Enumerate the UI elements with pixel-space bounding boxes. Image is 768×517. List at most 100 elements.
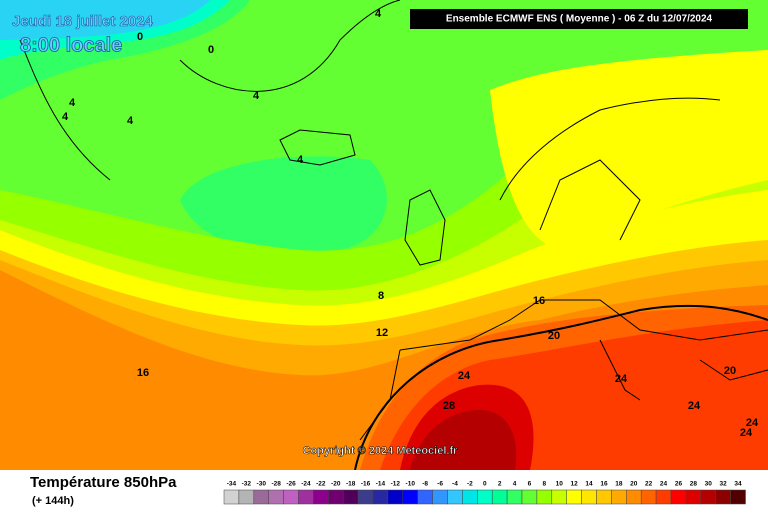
scale-label: -16 <box>361 481 371 488</box>
scale-swatch <box>491 489 508 505</box>
scale-swatch <box>357 489 374 505</box>
scale-swatch <box>536 489 553 505</box>
contour-label: 24 <box>615 373 628 385</box>
lead-time: (+ 144h) <box>32 495 74 507</box>
contour-label: 4 <box>253 90 260 102</box>
contour-label: 12 <box>376 327 388 339</box>
scale-swatch <box>238 489 255 505</box>
scale-swatch <box>521 489 538 505</box>
scale-swatch <box>700 489 716 505</box>
scale-swatch <box>417 489 433 505</box>
contour-label: 24 <box>688 400 701 412</box>
contour-label: 8 <box>378 290 384 302</box>
contour-label: 28 <box>443 400 455 412</box>
contour-label: 20 <box>724 365 736 377</box>
contour-label: 0 <box>137 31 143 43</box>
coastlines <box>19 0 768 441</box>
color-scale: -34 -32 -30 -28 -26 -24 -22 -20 -18 -16 -14 -12 -10-… <box>223 481 746 505</box>
scale-swatch <box>447 489 463 505</box>
scale-label: 10 <box>556 481 564 488</box>
scale-swatch <box>655 489 672 505</box>
scale-swatch <box>342 489 359 505</box>
scale-label: -34 <box>227 481 237 488</box>
contour-label: 16 <box>533 295 545 307</box>
scale-label: 22 <box>645 481 653 488</box>
scale-swatch <box>506 489 523 505</box>
scale-label: 16 <box>600 481 608 488</box>
scale-label: 30 <box>705 481 713 488</box>
scale-label: 34 <box>734 481 742 488</box>
scale-label: 24 <box>660 481 668 488</box>
contour-label: 16 <box>137 367 149 379</box>
scale-label: 6 <box>528 481 532 488</box>
scale-label: -14 <box>376 481 386 488</box>
scale-label: 26 <box>675 481 683 488</box>
scale-label: -18 <box>346 481 356 488</box>
scale-swatch <box>223 489 240 505</box>
scale-swatch <box>298 489 314 505</box>
footer-title: Température 850hPa <box>30 474 177 491</box>
scale-swatch <box>313 489 329 505</box>
scale-label: 2 <box>498 481 502 488</box>
scale-label: -6 <box>437 481 443 488</box>
scale-swatch <box>328 489 344 505</box>
scale-swatch <box>283 489 299 505</box>
contour-label: 24 <box>746 417 759 429</box>
copyright: Copyright © 2024 Meteociel.fr <box>303 445 459 457</box>
scale-label: 14 <box>585 481 593 488</box>
contour-label: 24 <box>458 370 471 382</box>
scale-label: -30 <box>257 481 267 488</box>
scale-label: -26 <box>286 481 296 488</box>
scale-swatch <box>372 489 389 505</box>
scale-swatch <box>432 489 448 505</box>
scale-swatch <box>402 489 418 505</box>
scale-label: 4 <box>513 481 517 488</box>
contour-label: 4 <box>127 115 134 127</box>
scale-swatch <box>596 489 612 505</box>
scale-label: -20 <box>331 481 341 488</box>
run-box <box>410 9 748 29</box>
scale-swatch <box>462 489 478 505</box>
scale-label: -12 <box>391 481 401 488</box>
scale-swatch <box>715 489 731 505</box>
scale-swatch <box>685 489 702 505</box>
scale-swatch <box>566 489 582 505</box>
scale-swatch <box>477 489 493 505</box>
scale-swatch <box>253 489 269 505</box>
scale-label: 0 <box>483 481 487 488</box>
scale-swatch <box>626 489 642 505</box>
scale-swatch <box>730 489 746 505</box>
contour-label: 4 <box>297 154 304 166</box>
scale-label: -22 <box>316 481 326 488</box>
contour-label: 4 <box>62 111 69 123</box>
scale-swatch <box>670 489 687 505</box>
scale-label: -10 <box>406 481 416 488</box>
scale-swatch <box>640 489 657 505</box>
scale-label: -32 <box>242 481 252 488</box>
contour-label: 0 <box>208 44 214 56</box>
scale-label: 28 <box>690 481 698 488</box>
scale-label: -2 <box>467 481 473 488</box>
scale-label: 12 <box>571 481 579 488</box>
contour-label: 4 <box>69 97 76 109</box>
scale-swatch <box>268 489 284 505</box>
scale-swatch <box>551 489 567 505</box>
run-info: Ensemble ECMWF ENS ( Moyenne ) - 06 Z du… <box>446 14 713 25</box>
scale-label: 32 <box>720 481 728 488</box>
contour-label: 20 <box>548 330 560 342</box>
time: 8:00 locale <box>20 34 122 56</box>
contour-label: 4 <box>375 8 382 20</box>
scale-label: -24 <box>301 481 311 488</box>
scale-swatch <box>611 489 627 505</box>
scale-swatch <box>387 489 404 505</box>
scale-swatch <box>581 489 597 505</box>
date: Jeudi 18 juillet 2024 <box>12 13 154 30</box>
scale-label: -8 <box>422 481 428 488</box>
contour-label: 24 <box>740 427 753 439</box>
scale-label: -28 <box>271 481 281 488</box>
temperature-field <box>0 0 768 471</box>
scale-label: -4 <box>452 481 458 488</box>
scale-label: 8 <box>543 481 547 488</box>
